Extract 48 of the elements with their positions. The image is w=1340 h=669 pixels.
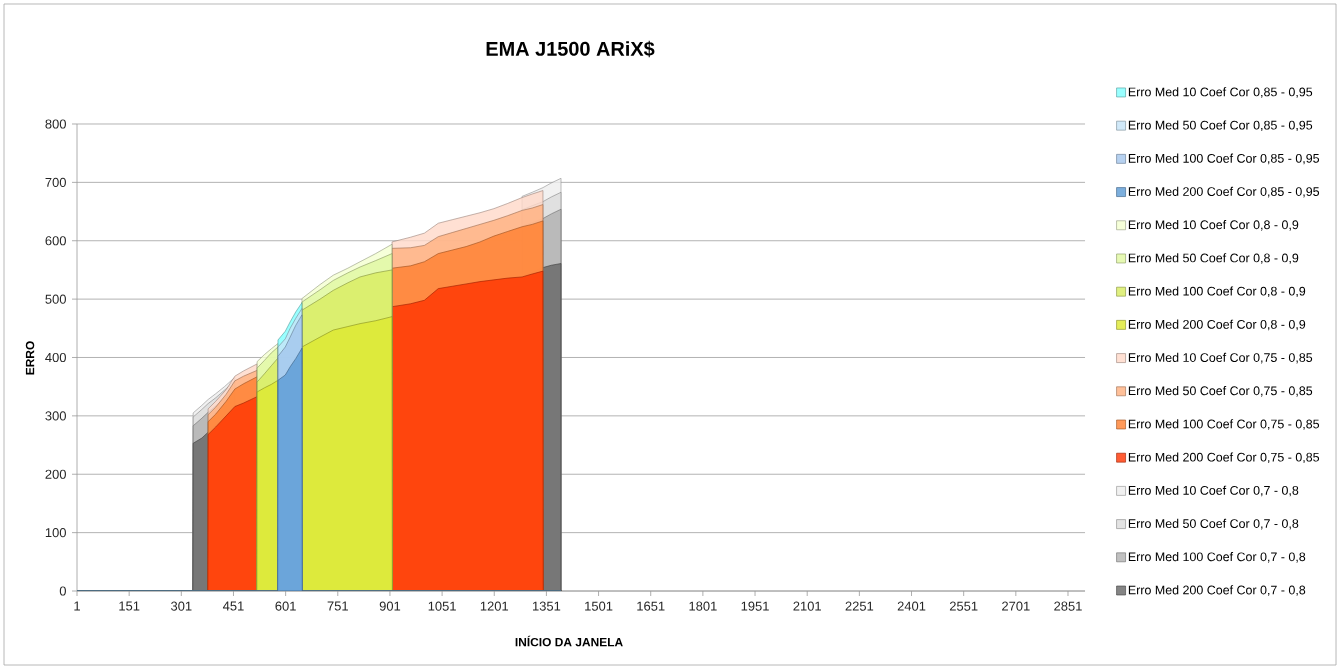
x-tick-label: 901 bbox=[379, 601, 401, 611]
x-tick-label: 301 bbox=[171, 601, 192, 611]
y-tick-label: 100 bbox=[45, 528, 66, 538]
legend-label: Erro Med 10 Coef Cor 0,8 - 0,9 bbox=[1128, 220, 1299, 231]
x-tick-label: 2401 bbox=[897, 601, 926, 611]
x-tick-label: 2101 bbox=[793, 601, 821, 611]
legend-label: Erro Med 10 Coef Cor 0,85 - 0,95 bbox=[1128, 87, 1313, 98]
legend-label: Erro Med 10 Coef Cor 0,75 - 0,85 bbox=[1128, 352, 1313, 364]
y-tick-label: 500 bbox=[45, 294, 66, 304]
legend-label: Erro Med 200 Coef Cor 0,75 - 0,85 bbox=[1128, 452, 1320, 464]
legend-label: Erro Med 100 Coef Cor 0,75 - 0,85 bbox=[1128, 419, 1320, 430]
x-tick-label: 1951 bbox=[741, 601, 769, 611]
x-tick-label: 151 bbox=[119, 601, 140, 611]
legend-label: Erro Med 200 Coef Cor 0,7 - 0,8 bbox=[1128, 585, 1306, 596]
legend-label: Erro Med 100 Coef Cor 0,7 - 0,8 bbox=[1128, 552, 1306, 563]
x-tick-label: 2551 bbox=[949, 601, 978, 611]
legend-label: Erro Med 50 Coef Cor 0,85 - 0,95 bbox=[1128, 120, 1313, 132]
y-tick-label: 400 bbox=[45, 352, 66, 363]
legend-label: Erro Med 50 Coef Cor 0,7 - 0,8 bbox=[1128, 518, 1299, 530]
legend-label: Erro Med 100 Coef Cor 0,8 - 0,9 bbox=[1128, 286, 1306, 298]
legend-label: Erro Med 50 Coef Cor 0,75 - 0,85 bbox=[1128, 386, 1313, 397]
legend-label: Erro Med 200 Coef Cor 0,8 - 0,9 bbox=[1128, 319, 1306, 331]
x-tick-label: 751 bbox=[327, 601, 348, 611]
x-tick-label: 451 bbox=[222, 601, 244, 611]
legend-label: Erro Med 100 Coef Cor 0,85 - 0,95 bbox=[1128, 153, 1320, 165]
y-tick-label: 700 bbox=[45, 177, 66, 187]
x-tick-label: 1051 bbox=[428, 601, 456, 611]
x-tick-label: 1201 bbox=[480, 601, 509, 611]
y-axis-title: ERRO bbox=[25, 341, 35, 375]
legend-label: Erro Med 200 Coef Cor 0,85 - 0,95 bbox=[1128, 186, 1320, 198]
legend-label: Erro Med 50 Coef Cor 0,8 - 0,9 bbox=[1128, 253, 1299, 264]
x-tick-label: 2701 bbox=[1002, 601, 1030, 611]
y-tick-label: 800 bbox=[45, 119, 66, 129]
x-tick-label: 1 bbox=[74, 601, 80, 611]
y-tick-label: 300 bbox=[45, 411, 66, 421]
x-tick-label: 601 bbox=[275, 601, 296, 611]
x-tick-label: 1351 bbox=[532, 601, 561, 611]
y-tick-label: 600 bbox=[45, 236, 66, 246]
y-tick-label: 200 bbox=[45, 469, 66, 479]
x-tick-label: 1801 bbox=[689, 601, 717, 611]
x-tick-label: 2251 bbox=[845, 601, 874, 611]
x-tick-label: 1501 bbox=[585, 601, 613, 611]
x-axis-title: INÍCIO DA JANELA bbox=[515, 635, 623, 647]
x-tick-label: 2851 bbox=[1054, 601, 1082, 611]
legend-label: Erro Med 10 Coef Cor 0,7 - 0,8 bbox=[1128, 485, 1299, 497]
x-tick-label: 1651 bbox=[637, 601, 665, 611]
y-tick-label: 0 bbox=[59, 586, 66, 596]
chart-title: EMA J1500 ARiX$ bbox=[486, 40, 655, 58]
